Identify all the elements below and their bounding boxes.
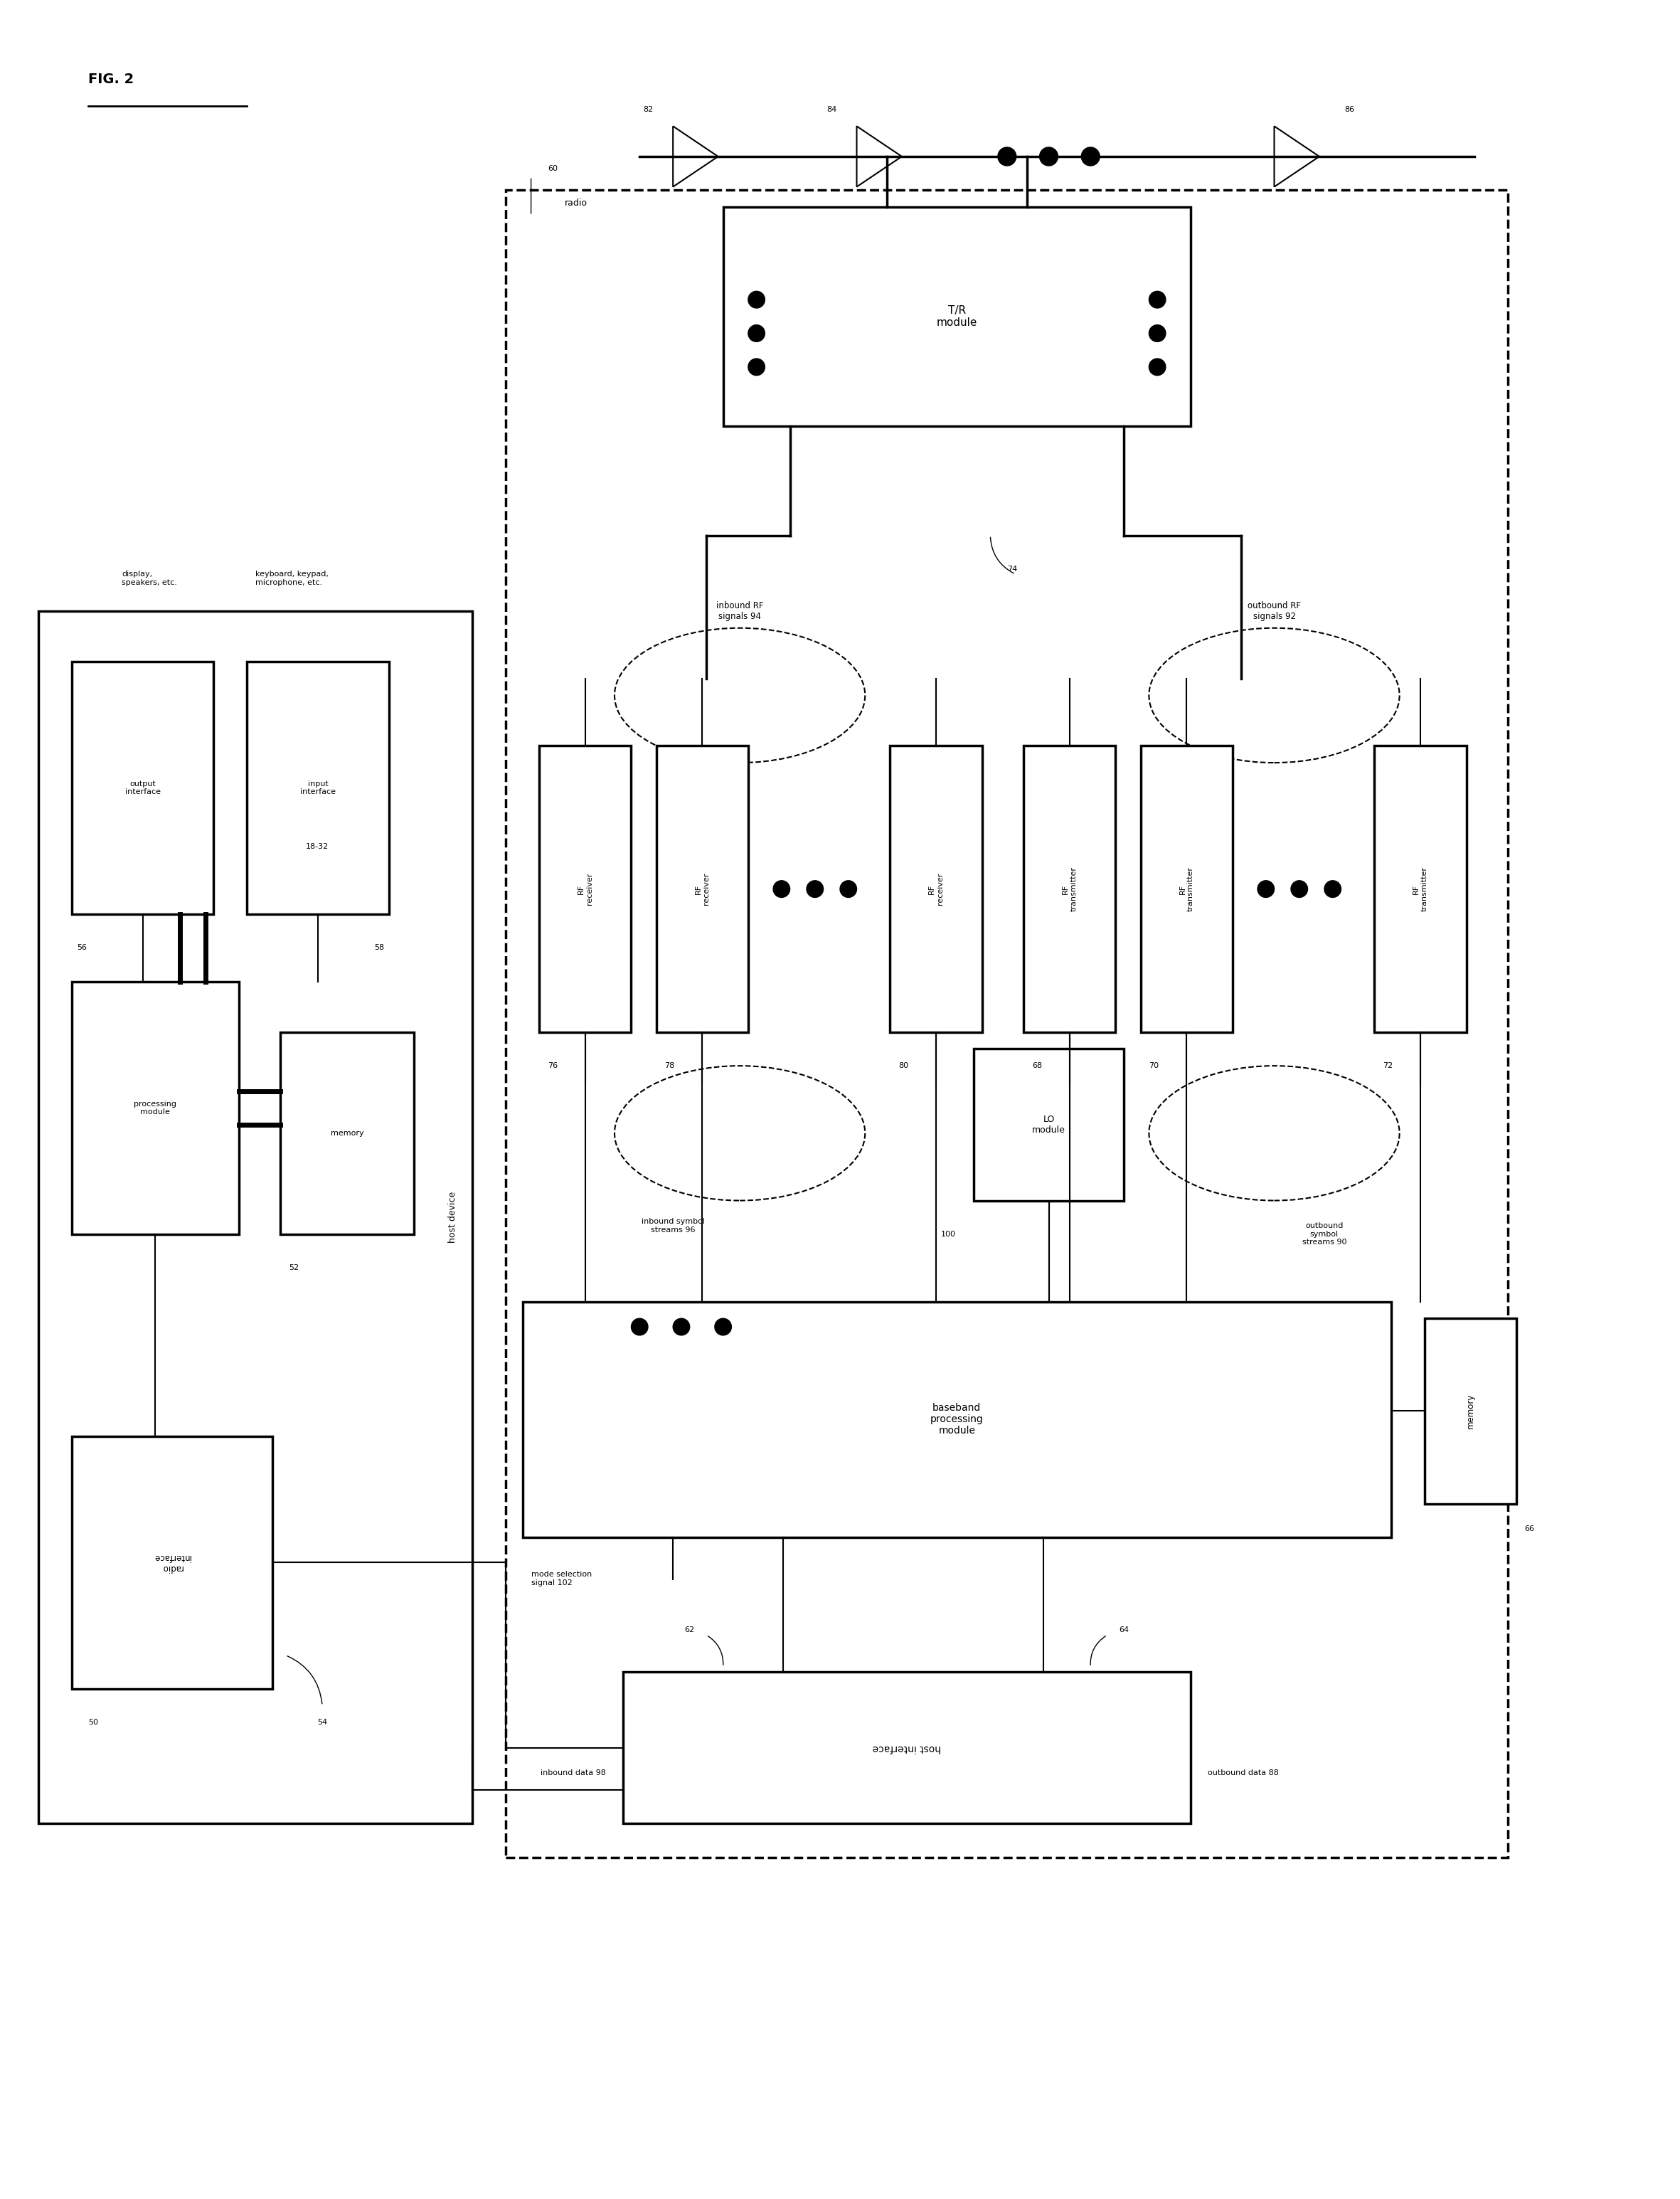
Text: RF
transmitter: RF transmitter	[1413, 866, 1428, 910]
Text: 72: 72	[1383, 1062, 1393, 1069]
Text: 64: 64	[1119, 1627, 1129, 1634]
Text: 74: 74	[1006, 565, 1016, 572]
Text: LO
module: LO module	[1032, 1115, 1065, 1135]
Text: 76: 76	[548, 1062, 558, 1069]
Text: memory: memory	[331, 1130, 365, 1137]
FancyBboxPatch shape	[506, 189, 1509, 1858]
Text: RF
transmitter: RF transmitter	[1062, 866, 1077, 910]
Text: inbound RF
signals 94: inbound RF signals 94	[716, 600, 763, 620]
FancyBboxPatch shape	[539, 745, 632, 1031]
FancyBboxPatch shape	[522, 1302, 1391, 1537]
Circle shape	[674, 1319, 690, 1335]
Text: 60: 60	[548, 165, 558, 172]
Text: 66: 66	[1525, 1526, 1536, 1533]
Circle shape	[1149, 358, 1166, 376]
Text: display,
speakers, etc.: display, speakers, etc.	[123, 570, 176, 585]
Circle shape	[1324, 880, 1341, 897]
Text: inbound data 98: inbound data 98	[541, 1770, 606, 1777]
Text: T/R
module: T/R module	[936, 306, 978, 328]
Text: baseband
processing
module: baseband processing module	[931, 1403, 983, 1436]
Text: outbound data 88: outbound data 88	[1208, 1770, 1278, 1777]
Text: output
interface: output interface	[124, 781, 161, 796]
Text: input
interface: input interface	[301, 781, 336, 796]
Circle shape	[1258, 880, 1273, 897]
Text: 62: 62	[685, 1627, 696, 1634]
FancyBboxPatch shape	[722, 207, 1191, 427]
Text: mode selection
signal 102: mode selection signal 102	[531, 1570, 591, 1585]
FancyBboxPatch shape	[281, 1031, 413, 1234]
Text: processing
module: processing module	[134, 1100, 176, 1115]
Text: 80: 80	[899, 1062, 909, 1069]
Text: 84: 84	[827, 106, 837, 112]
FancyBboxPatch shape	[1141, 745, 1233, 1031]
Text: memory: memory	[1467, 1394, 1475, 1429]
Circle shape	[748, 358, 764, 376]
Text: 82: 82	[643, 106, 654, 112]
Text: 86: 86	[1344, 106, 1354, 112]
FancyBboxPatch shape	[1374, 745, 1467, 1031]
Text: outbound RF
signals 92: outbound RF signals 92	[1248, 600, 1300, 620]
Circle shape	[1082, 147, 1100, 165]
Circle shape	[1149, 290, 1166, 308]
Circle shape	[714, 1319, 731, 1335]
FancyBboxPatch shape	[1023, 745, 1116, 1031]
Circle shape	[806, 880, 823, 897]
Text: 18-32: 18-32	[306, 844, 329, 851]
Circle shape	[1149, 325, 1166, 341]
Text: 50: 50	[89, 1720, 99, 1726]
Text: FIG. 2: FIG. 2	[89, 73, 134, 86]
Text: 70: 70	[1149, 1062, 1159, 1069]
Circle shape	[748, 325, 764, 341]
Text: RF
receiver: RF receiver	[578, 873, 593, 906]
FancyBboxPatch shape	[657, 745, 748, 1031]
Circle shape	[632, 1319, 648, 1335]
Text: RF
transmitter: RF transmitter	[1179, 866, 1194, 910]
FancyBboxPatch shape	[72, 662, 213, 915]
Text: RF
receiver: RF receiver	[929, 873, 944, 906]
FancyBboxPatch shape	[623, 1671, 1191, 1823]
Text: 52: 52	[289, 1264, 299, 1271]
Circle shape	[773, 880, 790, 897]
Text: keyboard, keypad,
microphone, etc.: keyboard, keypad, microphone, etc.	[255, 570, 329, 585]
FancyBboxPatch shape	[890, 745, 983, 1031]
Ellipse shape	[615, 1067, 865, 1201]
FancyBboxPatch shape	[247, 662, 390, 915]
Text: 56: 56	[77, 943, 87, 952]
Text: RF
receiver: RF receiver	[694, 873, 711, 906]
Circle shape	[998, 147, 1016, 165]
FancyBboxPatch shape	[974, 1049, 1124, 1201]
FancyBboxPatch shape	[1425, 1319, 1517, 1504]
Text: 78: 78	[665, 1062, 675, 1069]
Text: radio: radio	[564, 198, 588, 209]
FancyBboxPatch shape	[72, 1436, 272, 1689]
Text: 68: 68	[1032, 1062, 1042, 1069]
Text: 54: 54	[318, 1720, 328, 1726]
FancyBboxPatch shape	[72, 981, 239, 1234]
Ellipse shape	[615, 629, 865, 763]
Circle shape	[840, 880, 857, 897]
Text: radio
interface: radio interface	[153, 1552, 192, 1572]
Ellipse shape	[1149, 629, 1399, 763]
Text: outbound
symbol
streams 90: outbound symbol streams 90	[1302, 1223, 1347, 1247]
Text: host interface: host interface	[872, 1744, 941, 1753]
Text: host device: host device	[449, 1192, 457, 1242]
Ellipse shape	[1149, 1067, 1399, 1201]
Circle shape	[1290, 880, 1307, 897]
Text: 58: 58	[375, 943, 385, 952]
Circle shape	[1040, 147, 1058, 165]
Circle shape	[748, 290, 764, 308]
Text: 100: 100	[941, 1231, 956, 1238]
Text: inbound symbol
streams 96: inbound symbol streams 96	[642, 1218, 704, 1234]
FancyBboxPatch shape	[39, 611, 472, 1823]
